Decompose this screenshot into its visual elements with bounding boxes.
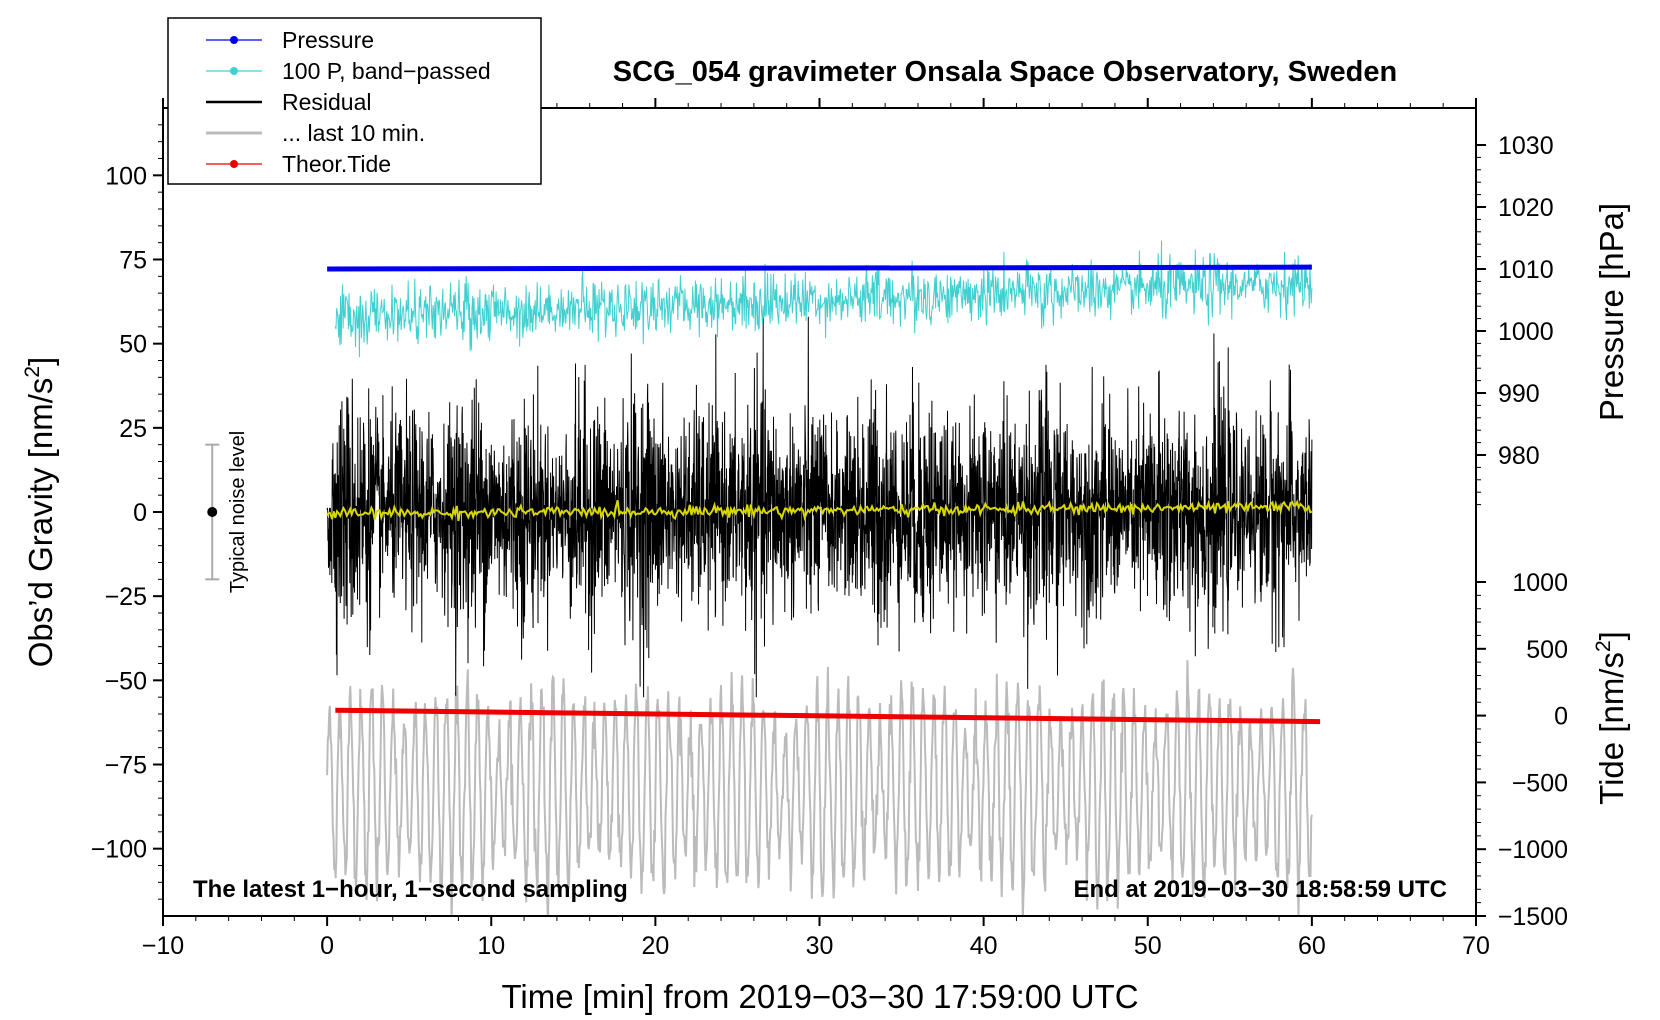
series-theor-tide-line <box>335 707 1321 725</box>
series-pressure-line <box>327 264 1312 272</box>
x-tick-label: −10 <box>142 932 184 960</box>
tide-tick-label: −1000 <box>1498 836 1568 864</box>
x-tick-label: 60 <box>1298 932 1326 960</box>
legend-label: Theor.Tide <box>282 151 391 177</box>
x-tick-label: 30 <box>806 932 834 960</box>
y-axis-left-title-main: Obs’d Gravity [nm/s <box>22 378 59 668</box>
left-tick-label: 75 <box>119 247 147 275</box>
noise-bar-center-dot <box>207 507 218 517</box>
tide-tick-label: 1000 <box>1512 569 1568 597</box>
series-residual-smoothed-line <box>326 499 1313 522</box>
tide-tick-label: −1500 <box>1498 903 1568 931</box>
pressure-tick-label: 1030 <box>1498 132 1554 160</box>
noise-level-label: Typical noise level <box>227 431 249 593</box>
y-axis-left-title-close: ] <box>22 357 59 366</box>
y-axis-tide-title-close: ] <box>1593 631 1630 640</box>
legend: Pressure 100 P, band−passed Residual ... la… <box>167 17 542 185</box>
legend-label: Residual <box>282 89 372 115</box>
x-axis-title: Time [min] from 2019−03−30 17:59:00 UTC <box>501 978 1138 1015</box>
left-tick-label: −100 <box>91 836 147 864</box>
x-tick-label: 50 <box>1134 932 1162 960</box>
x-tick-label: 40 <box>970 932 998 960</box>
tide-tick-label: −500 <box>1512 769 1568 797</box>
x-tick-label: 10 <box>477 932 505 960</box>
x-tick-label: 20 <box>641 932 669 960</box>
annotation-end-time: End at 2019−03−30 18:58:59 UTC <box>1073 876 1447 903</box>
chart-title: SCG_054 gravimeter Onsala Space Observat… <box>613 56 1397 88</box>
legend-marker <box>230 67 238 75</box>
legend-marker <box>230 160 238 168</box>
series-pressure-bandpassed-line <box>334 240 1313 358</box>
pressure-tick-label: 980 <box>1498 442 1540 470</box>
y-axis-tide-title-main: Tide [nm/s <box>1593 652 1630 805</box>
y-axis-left-title-sup: 2 <box>21 366 44 378</box>
left-tick-label: 50 <box>119 331 147 359</box>
tide-tick-label: 500 <box>1526 636 1568 664</box>
pressure-tick-label: 1000 <box>1498 318 1554 346</box>
left-tick-label: −75 <box>105 752 147 780</box>
pressure-tick-label: 1010 <box>1498 256 1554 284</box>
y-axis-tide-title: Tide [nm/s2] <box>1592 631 1630 805</box>
legend-label: ... last 10 min. <box>282 120 425 146</box>
annotation-latest-hour: The latest 1−hour, 1−second sampling <box>193 876 628 903</box>
x-tick-label: 70 <box>1462 932 1490 960</box>
pressure-tick-label: 990 <box>1498 380 1540 408</box>
y-axis-tide-title-sup: 2 <box>1592 640 1615 652</box>
left-tick-label: 25 <box>119 415 147 443</box>
left-tick-label: 100 <box>105 162 147 190</box>
y-axis-pressure-title: Pressure [hPa] <box>1593 203 1630 421</box>
y-axis-left-title: Obs’d Gravity [nm/s2] <box>21 357 59 668</box>
left-tick-label: −50 <box>105 667 147 695</box>
noise-level-indicator <box>205 443 220 581</box>
left-tick-label: −25 <box>105 583 147 611</box>
pressure-tick-label: 1020 <box>1498 194 1554 222</box>
left-tick-label: 0 <box>133 499 147 527</box>
x-tick-label: 0 <box>320 932 334 960</box>
legend-label: 100 P, band−passed <box>282 58 491 84</box>
tide-tick-label: 0 <box>1554 703 1568 731</box>
series-last-10-min-line <box>326 660 1313 916</box>
series-group <box>326 240 1321 916</box>
legend-marker <box>230 36 238 44</box>
series-residual-line <box>326 316 1313 698</box>
legend-label: Pressure <box>282 27 374 53</box>
